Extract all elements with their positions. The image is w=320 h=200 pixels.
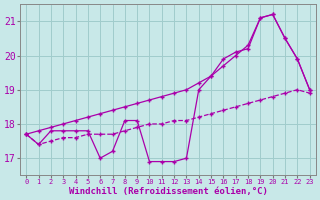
- X-axis label: Windchill (Refroidissement éolien,°C): Windchill (Refroidissement éolien,°C): [68, 187, 268, 196]
